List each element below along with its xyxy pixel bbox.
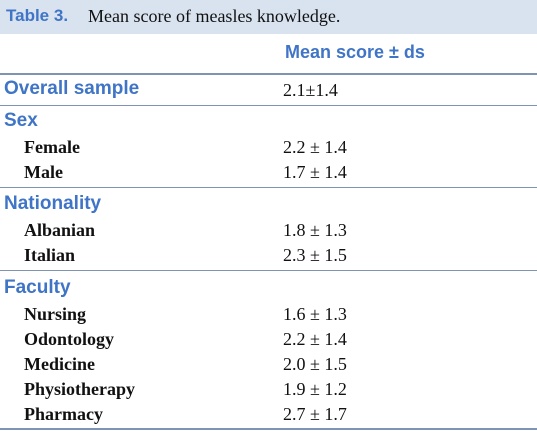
table-label: Table 3. bbox=[6, 6, 69, 25]
table-row: Albanian 1.8 ± 1.3 bbox=[0, 218, 537, 242]
row-value: 1.9 ± 1.2 bbox=[283, 379, 347, 399]
table-row: Odontology 2.2 ± 1.4 bbox=[0, 327, 537, 351]
row-value: 2.7 ± 1.7 bbox=[283, 404, 347, 424]
bottom-rule bbox=[0, 428, 537, 430]
table-row: Italian 2.3 ± 1.5 bbox=[0, 243, 537, 267]
row-value: 1.6 ± 1.3 bbox=[283, 304, 347, 324]
overall-value: 2.1±1.4 bbox=[283, 80, 338, 100]
table-row: Female 2.2 ± 1.4 bbox=[0, 135, 537, 159]
column-header-mean-score: Mean score ± ds bbox=[285, 42, 425, 62]
section-rule bbox=[0, 105, 537, 106]
row-label: Female bbox=[24, 137, 80, 157]
row-value: 2.2 ± 1.4 bbox=[283, 137, 347, 157]
row-label: Male bbox=[24, 162, 63, 182]
row-value: 1.7 ± 1.4 bbox=[283, 162, 347, 182]
section-header-sex: Sex bbox=[0, 110, 537, 134]
row-label: Medicine bbox=[24, 354, 95, 374]
row-label: Nursing bbox=[24, 304, 87, 324]
row-value: 1.8 ± 1.3 bbox=[283, 220, 347, 240]
row-value: 2.2 ± 1.4 bbox=[283, 329, 347, 349]
row-value: 2.3 ± 1.5 bbox=[283, 245, 347, 265]
table-row: Male 1.7 ± 1.4 bbox=[0, 160, 537, 184]
row-label: Italian bbox=[24, 245, 76, 265]
header-rule bbox=[0, 73, 537, 75]
row-label: Odontology bbox=[24, 329, 115, 349]
table-caption-band: Table 3. Mean score of measles knowledge… bbox=[0, 0, 537, 34]
table-caption: Mean score of measles knowledge. bbox=[88, 6, 341, 26]
section-rule bbox=[0, 187, 537, 188]
section-rule bbox=[0, 270, 537, 271]
row-label: Physiotherapy bbox=[24, 379, 136, 399]
overall-label: Overall sample bbox=[4, 78, 140, 99]
section-title: Faculty bbox=[4, 277, 71, 298]
section-title: Sex bbox=[4, 110, 38, 131]
row-value: 2.0 ± 1.5 bbox=[283, 354, 347, 374]
table-row: Nursing 1.6 ± 1.3 bbox=[0, 302, 537, 326]
table-row: Medicine 2.0 ± 1.5 bbox=[0, 352, 537, 376]
table-row: Pharmacy 2.7 ± 1.7 bbox=[0, 402, 537, 426]
row-label: Pharmacy bbox=[24, 404, 103, 424]
table-row-overall: Overall sample 2.1±1.4 bbox=[0, 78, 537, 102]
section-title: Nationality bbox=[4, 193, 102, 214]
table-row: Physiotherapy 1.9 ± 1.2 bbox=[0, 377, 537, 401]
section-header-faculty: Faculty bbox=[0, 277, 537, 301]
section-header-nationality: Nationality bbox=[0, 193, 537, 217]
row-label: Albanian bbox=[24, 220, 96, 240]
